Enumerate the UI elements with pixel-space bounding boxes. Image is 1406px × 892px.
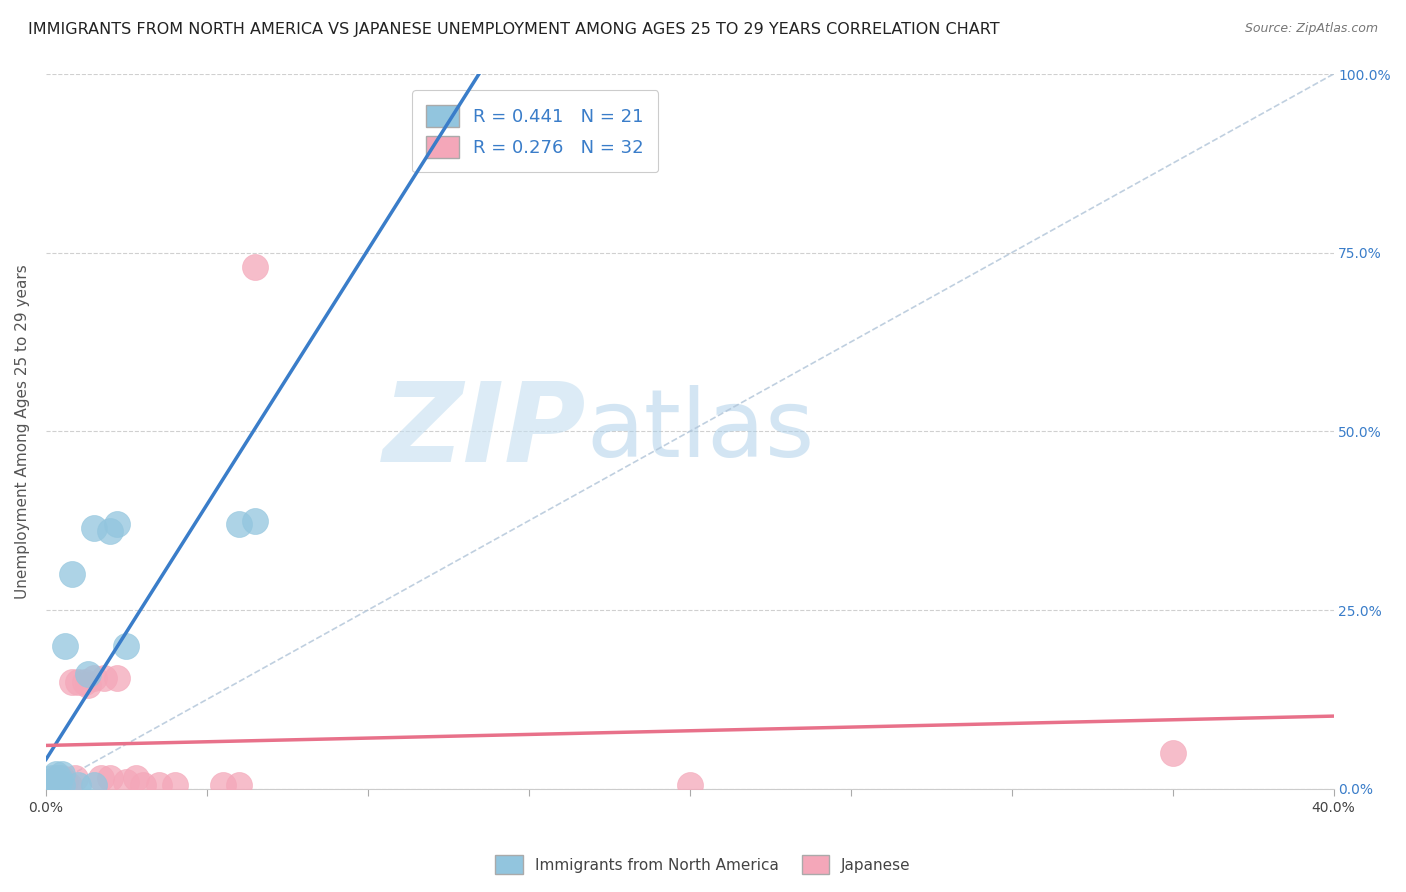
Point — [163, 778, 186, 792]
Point — [41, 778, 63, 792]
Point — [38, 778, 60, 792]
Point — [41, 771, 63, 785]
Point — [105, 517, 128, 532]
Point — [679, 778, 702, 792]
Point — [83, 671, 105, 685]
Point — [83, 778, 105, 792]
Point — [125, 771, 148, 785]
Point — [51, 778, 73, 792]
Point — [48, 771, 70, 785]
Legend: R = 0.441   N = 21, R = 0.276   N = 32: R = 0.441 N = 21, R = 0.276 N = 32 — [412, 90, 658, 172]
Text: IMMIGRANTS FROM NORTH AMERICA VS JAPANESE UNEMPLOYMENT AMONG AGES 25 TO 29 YEARS: IMMIGRANTS FROM NORTH AMERICA VS JAPANES… — [28, 22, 1000, 37]
Point — [420, 103, 443, 117]
Point — [45, 767, 67, 781]
Text: Source: ZipAtlas.com: Source: ZipAtlas.com — [1244, 22, 1378, 36]
Point — [93, 671, 115, 685]
Text: ZIP: ZIP — [384, 378, 586, 485]
Point — [98, 524, 121, 539]
Point — [228, 778, 250, 792]
Point — [90, 771, 112, 785]
Point — [148, 778, 170, 792]
Point — [1161, 746, 1184, 760]
Point — [228, 517, 250, 532]
Point — [115, 774, 138, 789]
Point — [212, 778, 235, 792]
Point — [51, 778, 73, 792]
Point — [63, 771, 86, 785]
Point — [45, 771, 67, 785]
Point — [76, 678, 98, 692]
Legend: Immigrants from North America, Japanese: Immigrants from North America, Japanese — [489, 849, 917, 880]
Point — [76, 667, 98, 681]
Point — [58, 778, 80, 792]
Point — [131, 778, 153, 792]
Point — [48, 774, 70, 789]
Point — [245, 514, 267, 528]
Point — [38, 774, 60, 789]
Point — [53, 774, 76, 789]
Point — [98, 771, 121, 785]
Point — [51, 771, 73, 785]
Point — [67, 674, 90, 689]
Point — [60, 567, 83, 582]
Point — [60, 674, 83, 689]
Y-axis label: Unemployment Among Ages 25 to 29 years: Unemployment Among Ages 25 to 29 years — [15, 264, 30, 599]
Point — [115, 639, 138, 653]
Point — [45, 778, 67, 792]
Point — [105, 671, 128, 685]
Point — [83, 521, 105, 535]
Point — [45, 774, 67, 789]
Point — [245, 260, 267, 274]
Point — [53, 639, 76, 653]
Text: atlas: atlas — [586, 385, 815, 477]
Point — [38, 774, 60, 789]
Point — [48, 771, 70, 785]
Point — [41, 778, 63, 792]
Point — [41, 774, 63, 789]
Point — [48, 774, 70, 789]
Point — [67, 778, 90, 792]
Point — [73, 674, 96, 689]
Point — [51, 767, 73, 781]
